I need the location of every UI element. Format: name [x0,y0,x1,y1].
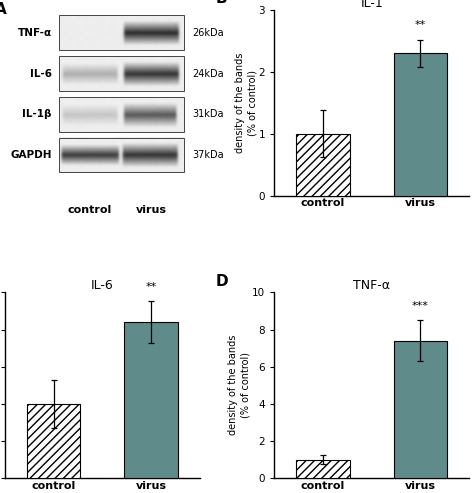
Text: D: D [216,274,228,289]
Text: control: control [67,205,111,215]
Title: IL-6: IL-6 [91,280,114,292]
Title: IL-1: IL-1 [360,0,383,10]
Text: GAPDH: GAPDH [10,150,52,160]
Text: 24kDa: 24kDa [192,69,224,78]
Text: 37kDa: 37kDa [192,150,224,160]
Title: TNF-α: TNF-α [353,280,390,292]
Bar [27,404,81,478]
Bar [393,53,447,196]
Text: A: A [0,2,7,17]
Text: TNF-α: TNF-α [18,28,52,37]
Bar [393,341,447,478]
Y-axis label: density of the bands
(% of control): density of the bands (% of control) [235,53,257,153]
Text: virus: virus [137,205,167,215]
Text: IL-1β: IL-1β [22,109,52,119]
Text: **: ** [146,282,157,292]
Text: 31kDa: 31kDa [192,109,224,119]
Bar [296,459,350,478]
Text: 26kDa: 26kDa [192,28,224,37]
Text: IL-6: IL-6 [29,69,52,78]
Y-axis label: density of the bands
(% of control): density of the bands (% of control) [228,335,251,435]
Bar [296,134,350,196]
Text: B: B [216,0,227,6]
Bar [124,322,178,478]
Text: ***: *** [412,301,429,311]
Text: **: ** [415,20,426,30]
